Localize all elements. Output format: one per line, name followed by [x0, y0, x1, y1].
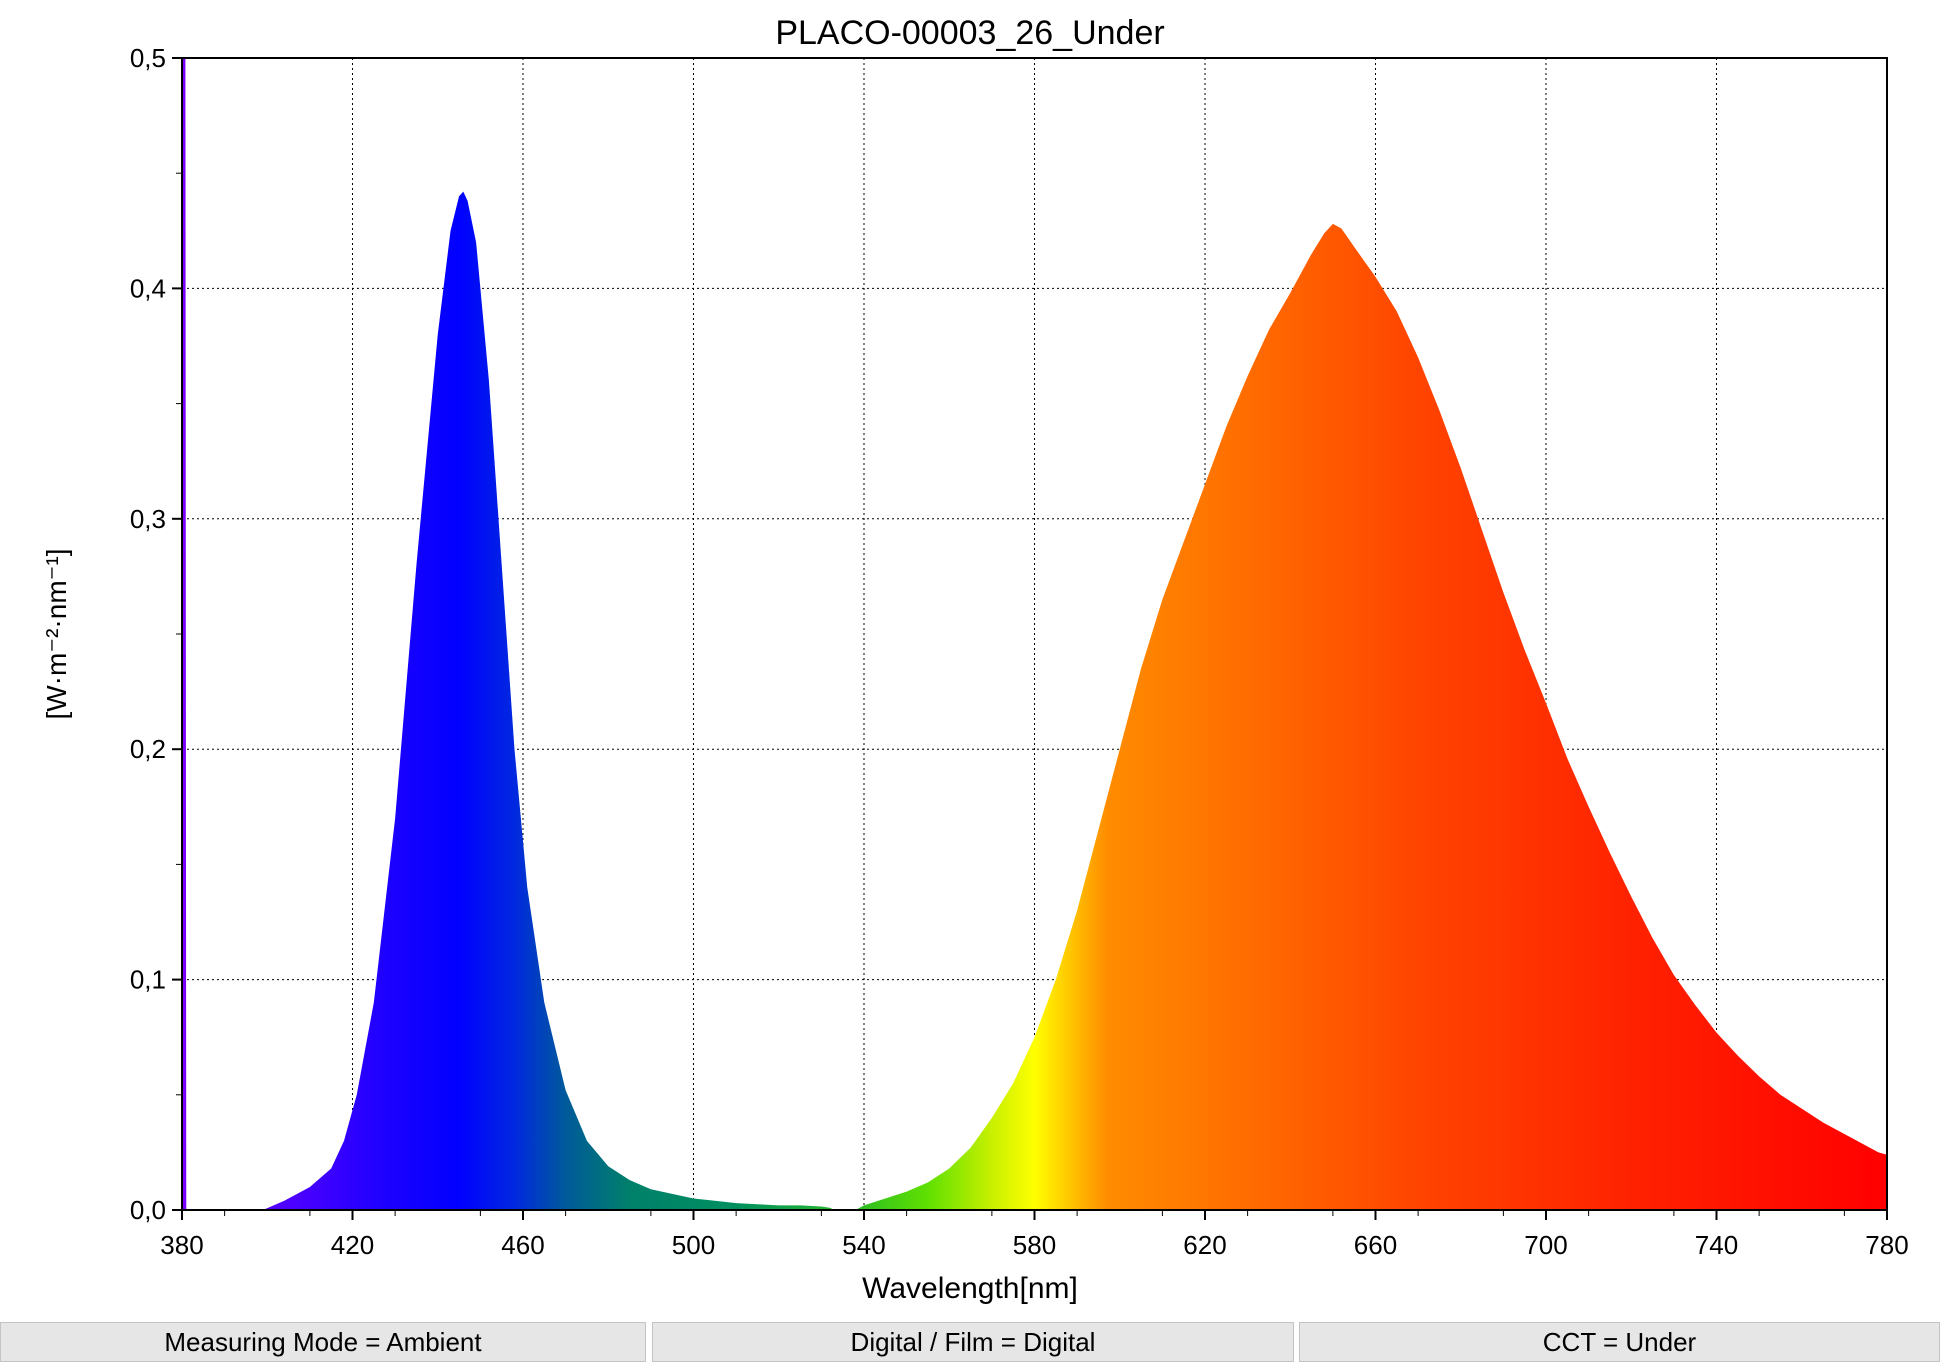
x-tick-label: 740: [1695, 1230, 1738, 1260]
y-tick-label: 0,2: [130, 734, 166, 764]
measuring-mode-field[interactable]: Measuring Mode = Ambient: [0, 1322, 646, 1362]
spectrum-area: [182, 58, 1887, 1210]
x-axis: 380 420 460 500 540 580 620 660 700 740 780: [160, 1210, 1909, 1260]
y-tick-label: 0,0: [130, 1195, 166, 1225]
y-axis: 0,0 0,1 0,2 0,3 0,4 0,5: [130, 43, 182, 1225]
x-tick-label: 660: [1354, 1230, 1397, 1260]
x-tick-label: 420: [331, 1230, 374, 1260]
status-bar: Measuring Mode = Ambient Digital / Film …: [0, 1318, 1940, 1366]
x-axis-label: Wavelength[nm]: [862, 1272, 1078, 1305]
y-tick-label: 0,3: [130, 504, 166, 534]
y-axis-label: [W·m⁻²·nm⁻¹]: [41, 548, 72, 719]
x-tick-label: 500: [672, 1230, 715, 1260]
y-tick-label: 0,4: [130, 273, 166, 303]
x-tick-label: 580: [1013, 1230, 1056, 1260]
x-tick-label: 380: [160, 1230, 203, 1260]
x-tick-label: 460: [501, 1230, 544, 1260]
chart-title: PLACO-00003_26_Under: [775, 14, 1164, 52]
x-tick-label: 540: [842, 1230, 885, 1260]
x-tick-label: 700: [1524, 1230, 1567, 1260]
digital-film-field[interactable]: Digital / Film = Digital: [652, 1322, 1294, 1362]
y-tick-label: 0,1: [130, 965, 166, 995]
y-tick-label: 0,5: [130, 43, 166, 73]
x-tick-label: 780: [1865, 1230, 1908, 1260]
x-tick-label: 620: [1183, 1230, 1226, 1260]
spectrum-chart: PLACO-00003_26_Under 380 420 460 500 540 580 6…: [41, 14, 1909, 1305]
cct-field[interactable]: CCT = Under: [1299, 1322, 1940, 1362]
